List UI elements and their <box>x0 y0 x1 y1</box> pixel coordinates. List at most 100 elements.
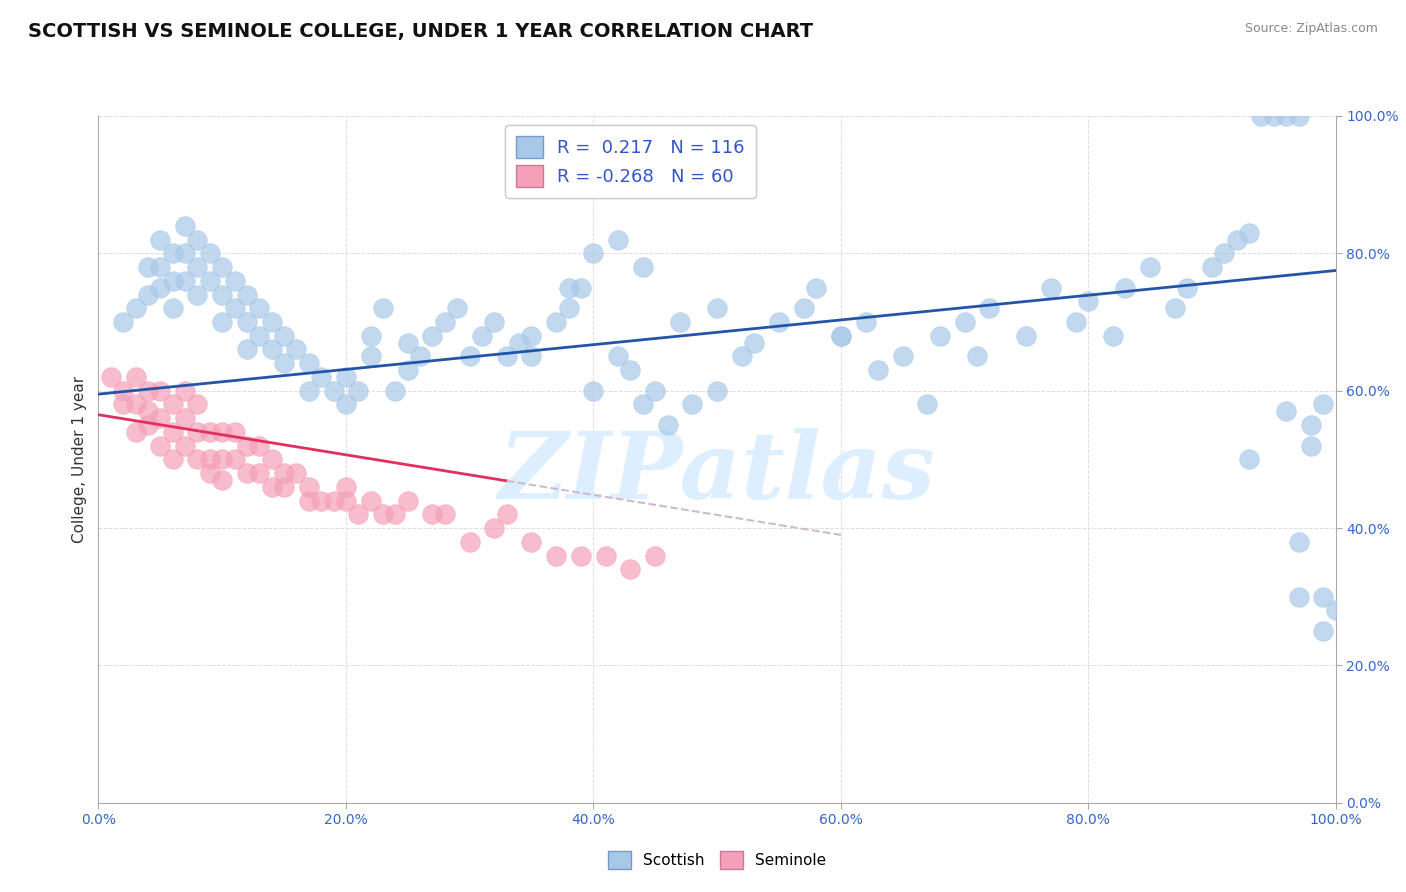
Point <box>1275 404 1298 418</box>
Point <box>236 315 259 329</box>
Point <box>384 508 406 522</box>
Legend: R =  0.217   N = 116, R = -0.268   N = 60: R = 0.217 N = 116, R = -0.268 N = 60 <box>505 125 756 198</box>
Point <box>236 287 259 301</box>
Point <box>830 328 852 343</box>
Point <box>224 425 246 439</box>
Point <box>260 480 283 494</box>
Point <box>1275 109 1298 123</box>
Point <box>569 549 592 563</box>
Point <box>607 350 630 364</box>
Point <box>1263 109 1285 123</box>
Point <box>186 287 208 301</box>
Point <box>706 301 728 316</box>
Point <box>186 425 208 439</box>
Point <box>260 315 283 329</box>
Point <box>174 439 197 453</box>
Point <box>619 363 641 377</box>
Point <box>433 315 456 329</box>
Point <box>1299 417 1322 433</box>
Point <box>186 260 208 274</box>
Text: Source: ZipAtlas.com: Source: ZipAtlas.com <box>1244 22 1378 36</box>
Point <box>360 328 382 343</box>
Point <box>657 417 679 433</box>
Point <box>1213 246 1236 260</box>
Point <box>1312 397 1334 411</box>
Point <box>1237 226 1260 240</box>
Point <box>335 397 357 411</box>
Point <box>1077 294 1099 309</box>
Point <box>285 343 308 357</box>
Point <box>1299 439 1322 453</box>
Point <box>211 452 233 467</box>
Point <box>224 452 246 467</box>
Point <box>917 397 939 411</box>
Point <box>298 480 321 494</box>
Point <box>396 363 419 377</box>
Point <box>124 425 146 439</box>
Point <box>742 335 765 350</box>
Point <box>669 315 692 329</box>
Point <box>520 350 543 364</box>
Point <box>1312 590 1334 604</box>
Point <box>174 274 197 288</box>
Point <box>1040 281 1063 295</box>
Point <box>1015 328 1038 343</box>
Point <box>136 287 159 301</box>
Point <box>644 384 666 398</box>
Point <box>446 301 468 316</box>
Point <box>1312 624 1334 639</box>
Point <box>224 274 246 288</box>
Point <box>1064 315 1087 329</box>
Point <box>236 439 259 453</box>
Point <box>484 315 506 329</box>
Point <box>681 397 703 411</box>
Point <box>371 301 394 316</box>
Point <box>458 534 481 549</box>
Point <box>347 384 370 398</box>
Y-axis label: College, Under 1 year: College, Under 1 year <box>72 376 87 543</box>
Point <box>247 301 270 316</box>
Point <box>236 466 259 480</box>
Point <box>149 260 172 274</box>
Point <box>260 452 283 467</box>
Point <box>149 281 172 295</box>
Point <box>731 350 754 364</box>
Point <box>335 493 357 508</box>
Point <box>1250 109 1272 123</box>
Point <box>100 370 122 384</box>
Point <box>458 350 481 364</box>
Legend: Scottish, Seminole: Scottish, Seminole <box>602 845 832 875</box>
Point <box>582 246 605 260</box>
Point <box>273 328 295 343</box>
Point <box>582 384 605 398</box>
Point <box>484 521 506 535</box>
Point <box>471 328 494 343</box>
Point <box>793 301 815 316</box>
Point <box>979 301 1001 316</box>
Point <box>1201 260 1223 274</box>
Point <box>198 246 221 260</box>
Point <box>309 370 332 384</box>
Point <box>607 233 630 247</box>
Point <box>186 452 208 467</box>
Point <box>830 328 852 343</box>
Point <box>953 315 976 329</box>
Point <box>557 301 579 316</box>
Point <box>236 343 259 357</box>
Point <box>224 301 246 316</box>
Point <box>162 452 184 467</box>
Point <box>124 370 146 384</box>
Point <box>124 301 146 316</box>
Point <box>546 549 568 563</box>
Point <box>112 397 135 411</box>
Point <box>422 508 444 522</box>
Point <box>520 328 543 343</box>
Point <box>112 384 135 398</box>
Point <box>186 397 208 411</box>
Point <box>298 493 321 508</box>
Point <box>396 493 419 508</box>
Point <box>966 350 988 364</box>
Point <box>136 404 159 418</box>
Point <box>495 508 517 522</box>
Point <box>347 508 370 522</box>
